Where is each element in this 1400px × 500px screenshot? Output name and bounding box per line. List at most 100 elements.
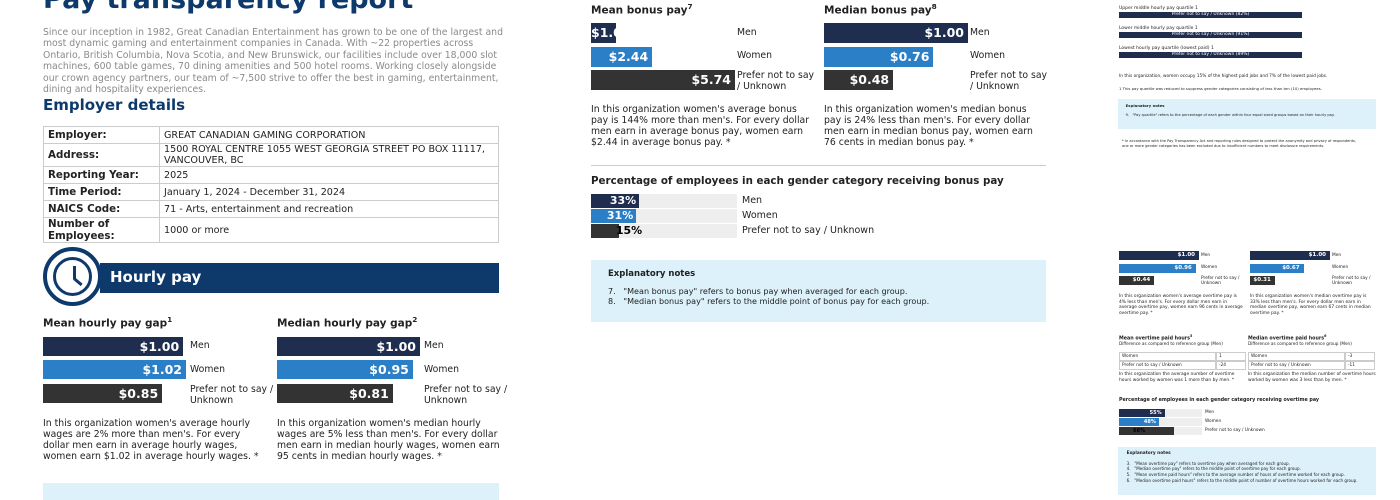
bar-label: Women — [1332, 265, 1349, 271]
chart-title: Mean hourly pay gap1 — [43, 315, 172, 330]
bar: 33% — [591, 194, 640, 208]
bar-label: Prefer not to say / Unknown — [190, 383, 274, 406]
bar-label: Prefer not to say / Unknown — [1205, 428, 1265, 433]
table-label: Employer: — [43, 126, 160, 144]
note-item: 3. "Mean overtime pay" refers to overtim… — [1126, 460, 1290, 466]
cell: Women — [1119, 352, 1216, 361]
footnote-ref: 7 — [687, 2, 693, 11]
cell: Women — [1248, 352, 1345, 361]
title: Pay transparency report — [43, 0, 413, 15]
table-value: 71 - Arts, entertainment and recreation — [159, 200, 499, 218]
bar-label: Men — [970, 26, 990, 38]
table-value: 2025 — [159, 166, 499, 184]
note-item: 5. "Mean overtime paid hours" refers to … — [1126, 472, 1345, 478]
notes-title: Explanatory notes — [1126, 451, 1171, 457]
small-text: In this organization, women occupy 15% o… — [1119, 74, 1328, 79]
bar: $0.95 — [277, 360, 413, 380]
cell: Prefer not to say / Unknown — [1248, 361, 1345, 370]
bar: $1.00 — [43, 337, 184, 356]
table-row: Employer: GREAT CANADIAN GAMING CORPORATI… — [43, 126, 499, 144]
paragraph: In this organization the average number … — [1119, 372, 1235, 383]
notes-box: Explanatory notes 9. "Pay quartile" refer… — [1118, 99, 1376, 129]
paragraph: In this organization women's median over… — [1250, 294, 1371, 316]
note-item: 8. "Median bonus pay" refers to the midd… — [608, 297, 930, 306]
table-row: Time Period: January 1, 2024 - December 3… — [43, 183, 499, 201]
clock-hand — [73, 277, 83, 287]
quartile-bar: Prefer not to say / Unknown (91%) — [1119, 32, 1302, 38]
bar-label: Prefer not to say / Unknown — [737, 70, 815, 93]
chart-title: Median overtime paid hours6 — [1248, 334, 1326, 342]
chart-title: Percentage of employees in each gender c… — [591, 175, 1004, 187]
employer-table: Employer: GREAT CANADIAN GAMING CORPORATI… — [43, 126, 499, 243]
paragraph: In this organization women's median hour… — [277, 418, 500, 462]
table-row: Address: 1500 ROYAL CENTRE 1055 WEST GEOR… — [43, 143, 499, 167]
bar: $0.31 — [1250, 276, 1275, 285]
note-item: 4. "Median overtime pay" refers to the m… — [1126, 466, 1301, 472]
footnote-ref: 2 — [412, 315, 418, 324]
notes-title: Explanatory notes — [1125, 102, 1165, 108]
notes-box — [43, 483, 499, 500]
chart-title-text: Mean bonus pay — [591, 4, 688, 17]
table-row: Number of Employees: 1000 or more — [43, 217, 499, 243]
employer-table-wrap: Employer: GREAT CANADIAN GAMING CORPORATI… — [43, 126, 499, 243]
table-label: NAICS Code: — [43, 200, 160, 218]
paragraph: In this organization women's average hou… — [43, 418, 259, 462]
bar-label: Men — [424, 340, 444, 352]
footnote-ref: 5 — [1190, 334, 1193, 338]
notes-box: Explanatory notes 3. "Mean overtime pay" … — [1118, 447, 1376, 495]
bar: $0.67 — [1250, 263, 1304, 273]
bar-label: Men — [1201, 252, 1211, 258]
chart-title: Mean overtime paid hours5 — [1119, 334, 1192, 342]
table-label: Number of Employees: — [43, 217, 160, 243]
table-row: NAICS Code: 71 - Arts, entertainment and … — [43, 200, 499, 218]
bar: $2.44 — [591, 46, 653, 67]
bar-label: Women — [424, 363, 460, 375]
bar: $1.00 — [1119, 251, 1199, 260]
paragraph: In this organization the median number o… — [1248, 372, 1376, 383]
section-band — [100, 263, 499, 293]
bar-label: Women — [737, 50, 773, 62]
small-text: Difference as compared to reference grou… — [1248, 341, 1352, 346]
bar: $0.85 — [43, 383, 163, 403]
quartile-bar: Prefer not to say / Unknown (89%) — [1119, 52, 1302, 58]
bar-label: Prefer not to say / Unknown — [1201, 276, 1240, 287]
bar-label: Men — [1205, 410, 1215, 415]
bar-label: Women — [1205, 419, 1222, 424]
bar: $0.48 — [824, 70, 894, 90]
cell: -3 — [1345, 352, 1375, 361]
table-row: Reporting Year: 2025 — [43, 166, 499, 184]
footnote-ref: 1 — [167, 315, 173, 324]
cell: -24 — [1216, 361, 1246, 370]
bar: $0.76 — [824, 46, 934, 67]
note-item: 6. "Median overtime paid hours" refers t… — [1126, 477, 1358, 483]
chart-title: Mean bonus pay7 — [591, 2, 693, 17]
chart-title: Median bonus pay8 — [824, 2, 937, 17]
cell: 1 — [1216, 352, 1246, 361]
bar-label: Prefer not to say / Unknown — [970, 70, 1048, 93]
note-item: 7. "Mean bonus pay" refers to bonus pay … — [608, 287, 908, 296]
bar-track — [1119, 418, 1202, 426]
bar: 15% — [591, 224, 642, 238]
quartile-bar: Prefer not to say / Unknown (82%) — [1119, 12, 1302, 18]
bar-label: Men — [1332, 252, 1342, 258]
cell: Prefer not to say / Unknown — [1119, 361, 1216, 370]
section-heading: Hourly pay — [110, 268, 202, 286]
bar-label: Prefer not to say / Unknown — [742, 225, 875, 236]
bar-label: Prefer not to say / Unknown — [424, 383, 508, 406]
bar-label: Women — [190, 363, 226, 375]
table-label: Address: — [43, 143, 160, 167]
table-value: 1500 ROYAL CENTRE 1055 WEST GEORGIA STRE… — [159, 143, 499, 167]
bar: $1.02 — [43, 360, 186, 380]
bar-label: Men — [737, 26, 757, 38]
bar: $1.00 — [824, 23, 968, 43]
table-value: GREAT CANADIAN GAMING CORPORATION — [159, 126, 499, 144]
footnote-ref: 8 — [931, 2, 937, 11]
chart-title: Median hourly pay gap2 — [277, 315, 417, 330]
bar: 55% — [1119, 409, 1165, 417]
chart-title-text: Median hourly pay gap — [277, 317, 413, 330]
footnote-ref: 6 — [1324, 334, 1327, 338]
note-item: 9. "Pay quartile" refers to the percenta… — [1125, 112, 1335, 117]
small-text: 1 This pay quartile was reduced to suppr… — [1119, 86, 1322, 91]
bar: $1.00 — [277, 337, 420, 356]
small-text: Difference as compared to reference grou… — [1119, 341, 1223, 346]
